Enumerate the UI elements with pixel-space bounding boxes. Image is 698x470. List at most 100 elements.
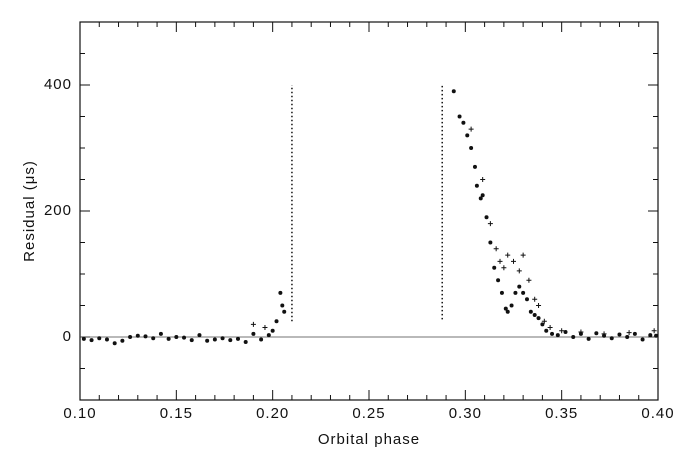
point (626, 330, 632, 336)
point (128, 335, 133, 339)
point (517, 284, 522, 289)
point (536, 303, 542, 308)
point (505, 252, 511, 258)
point (654, 333, 659, 338)
point (648, 333, 653, 338)
plot-frame (79, 21, 659, 401)
point (487, 221, 493, 227)
point (578, 329, 584, 335)
point (174, 335, 179, 339)
point (511, 258, 516, 264)
x-tick-label: 0.30 (449, 405, 482, 422)
point (521, 290, 526, 295)
point (609, 336, 614, 341)
point (461, 120, 466, 125)
point (532, 312, 537, 317)
point (166, 336, 171, 341)
point (563, 329, 568, 334)
point (81, 336, 86, 341)
point (451, 89, 456, 94)
point (182, 335, 187, 340)
point (532, 296, 538, 302)
x-tick-label: 0.40 (641, 405, 674, 422)
point (484, 215, 489, 220)
point (457, 114, 462, 119)
point (220, 336, 225, 341)
point (266, 333, 271, 338)
point (243, 340, 248, 345)
point (528, 309, 533, 314)
point (280, 303, 285, 308)
point (120, 338, 125, 343)
point (505, 309, 510, 314)
point (501, 265, 507, 271)
point (509, 303, 514, 308)
point (205, 338, 210, 343)
point (651, 328, 657, 334)
point (516, 268, 522, 274)
point (496, 278, 501, 283)
point (544, 328, 549, 333)
point (278, 290, 283, 295)
point (251, 331, 256, 336)
point (151, 336, 156, 341)
point (259, 337, 264, 342)
x-tick-label: 0.10 (63, 405, 96, 422)
point (492, 265, 497, 270)
x-tick-label: 0.35 (545, 405, 578, 422)
point (540, 322, 545, 327)
point (197, 333, 202, 338)
point (250, 321, 256, 327)
point (469, 146, 474, 150)
point (228, 338, 233, 343)
point (189, 338, 194, 343)
point (158, 331, 163, 336)
point (524, 297, 529, 302)
x-tick-label: 0.20 (256, 405, 289, 422)
point (559, 328, 565, 334)
y-axis-label: Residual (μs) (21, 160, 38, 262)
point (97, 336, 102, 341)
point (465, 133, 470, 138)
point (550, 331, 555, 336)
point (536, 316, 541, 321)
point (526, 277, 532, 283)
point (520, 252, 526, 258)
point (493, 246, 499, 252)
point (143, 334, 148, 339)
point (480, 193, 485, 198)
y-tick-label: 400 (44, 76, 72, 93)
point (135, 333, 140, 338)
point (480, 177, 486, 182)
point (547, 325, 553, 331)
point (212, 337, 217, 342)
point (104, 337, 109, 342)
point (541, 318, 547, 324)
point (274, 319, 279, 324)
y-tick-label: 200 (44, 202, 72, 219)
point (282, 309, 287, 314)
point (270, 328, 275, 333)
point (617, 332, 622, 337)
point (513, 290, 518, 295)
point (601, 331, 607, 337)
point (594, 331, 599, 336)
point (555, 333, 560, 338)
point (89, 338, 94, 343)
point (571, 335, 576, 339)
point (640, 337, 645, 342)
point (497, 258, 503, 264)
point (586, 336, 591, 341)
point (499, 290, 504, 295)
point (235, 336, 240, 341)
point (474, 183, 479, 188)
point (262, 325, 268, 331)
y-tick-label: 0 (63, 328, 72, 345)
point (488, 240, 493, 245)
x-tick-label: 0.15 (160, 405, 193, 422)
point (478, 196, 483, 201)
point (468, 126, 474, 132)
point (112, 341, 117, 346)
point (632, 331, 637, 336)
